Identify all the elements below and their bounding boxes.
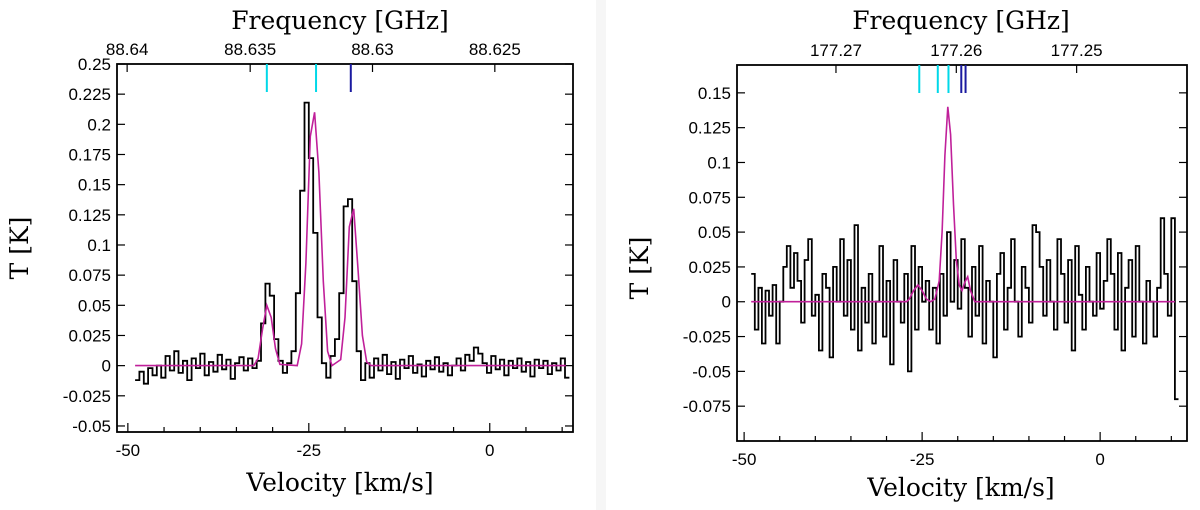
y-tick-label: 0.125 bbox=[68, 206, 111, 225]
x2-tick-label: 177.26 bbox=[930, 41, 982, 60]
observed-spectrum-line bbox=[751, 217, 1179, 401]
y-tick-label: 0.225 bbox=[68, 85, 111, 104]
y-tick-label: 0.025 bbox=[688, 258, 731, 277]
y-tick-label: -0.05 bbox=[692, 362, 731, 381]
y-tick-label: -0.025 bbox=[683, 328, 731, 347]
right-spectrum-panel: Frequency [GHz] Velocity [km/s] T [K] -5… bbox=[625, 6, 1188, 502]
top-axis-title: Frequency [GHz] bbox=[231, 6, 449, 35]
y-tick-label: 0.25 bbox=[78, 55, 111, 74]
y-tick-label: 0.125 bbox=[688, 119, 731, 138]
y-tick-label: 0.075 bbox=[688, 188, 731, 207]
x2-tick-label: 88.64 bbox=[106, 40, 149, 59]
x-tick-label: -25 bbox=[297, 441, 322, 460]
y-tick-label: 0.2 bbox=[87, 115, 111, 134]
plot-area: -50 -25 0 -0.075 -0.05 -0.025 0 0.025 0.05 0.075 0… bbox=[683, 41, 1188, 469]
x-tick-label: 0 bbox=[485, 441, 494, 460]
plot-frame bbox=[116, 63, 574, 433]
plot-area: -50 -25 0 -0.05 -0.025 0 0.025 0.05 0.075 0.1 0.12… bbox=[63, 40, 574, 460]
top-axis-title: Frequency [GHz] bbox=[852, 6, 1070, 35]
y-tick-label: 0.15 bbox=[78, 176, 111, 195]
x2-tick-label: 177.25 bbox=[1051, 41, 1103, 60]
x-tick-label: 0 bbox=[1095, 450, 1104, 469]
model-fit-line bbox=[135, 112, 566, 367]
y-tick-label: 0.05 bbox=[78, 296, 111, 315]
x-axis-title: Velocity [km/s] bbox=[866, 473, 1054, 502]
x2-tick-label: 177.27 bbox=[810, 41, 862, 60]
y-tick-label: 0.075 bbox=[68, 266, 111, 285]
x2-tick-label: 88.635 bbox=[224, 40, 276, 59]
y-axis-title: T [K] bbox=[5, 217, 34, 280]
y-tick-label: -0.075 bbox=[683, 397, 731, 416]
y-tick-label: 0.025 bbox=[68, 326, 111, 345]
left-spectrum-panel: Frequency [GHz] Velocity [km/s] T [K] -5… bbox=[5, 6, 574, 497]
y-tick-label: 0 bbox=[102, 357, 111, 376]
x2-tick-label: 88.63 bbox=[351, 40, 394, 59]
y-tick-label: 0.1 bbox=[87, 236, 111, 255]
y-tick-label: 0.175 bbox=[68, 145, 111, 164]
y-tick-label: -0.025 bbox=[63, 387, 111, 406]
y-tick-label: 0.1 bbox=[707, 153, 731, 172]
model-fit-line bbox=[751, 106, 1175, 303]
y-tick-label: -0.05 bbox=[72, 417, 111, 436]
y-tick-label: 0.15 bbox=[698, 84, 731, 103]
observed-spectrum-line bbox=[135, 101, 570, 385]
panel-divider bbox=[596, 0, 606, 510]
y-axis-title: T [K] bbox=[625, 237, 654, 300]
y-tick-label: 0 bbox=[722, 293, 731, 312]
x-tick-label: -25 bbox=[910, 450, 935, 469]
x2-tick-label: 88.625 bbox=[469, 40, 521, 59]
x-tick-label: -50 bbox=[732, 450, 757, 469]
x-axis-title: Velocity [km/s] bbox=[245, 468, 433, 497]
x-tick-label: -50 bbox=[116, 441, 141, 460]
y-tick-label: 0.05 bbox=[698, 223, 731, 242]
